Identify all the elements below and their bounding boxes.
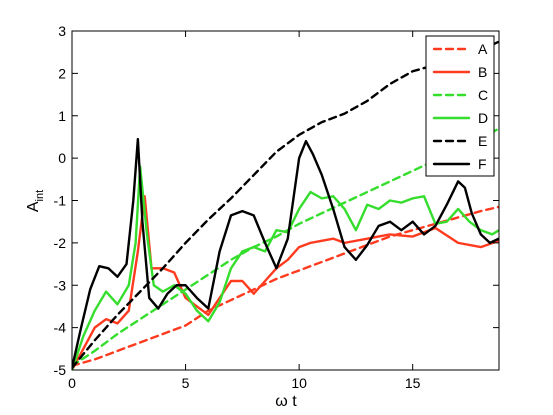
series-b-line	[72, 195, 499, 370]
x-axis-label: ω t	[275, 393, 297, 410]
x-tick-label: 15	[405, 375, 421, 391]
x-tick-label: 5	[182, 375, 190, 391]
y-axis-label: Aint	[25, 190, 46, 212]
legend-label-c: C	[478, 87, 488, 103]
plot-area: 0 5 10 15 -5 -4 -3 -2 -1 0 1 2 3	[54, 23, 500, 391]
legend-label-e: E	[478, 133, 487, 149]
series-f-line	[72, 137, 499, 370]
legend-label-a: A	[478, 41, 488, 57]
legend-box	[425, 35, 495, 177]
x-tick-label: 0	[68, 375, 76, 391]
axis-labels: ω t Aint	[25, 190, 297, 410]
svg-text:Aint: Aint	[25, 190, 46, 212]
y-tick-label: -4	[54, 320, 67, 336]
series-a-line	[72, 205, 499, 367]
y-tick-label: 1	[58, 108, 66, 124]
legend-label-d: D	[478, 110, 488, 126]
y-axis-label-main: A	[25, 201, 42, 212]
series-layer	[72, 40, 499, 370]
legend-label-f: F	[478, 156, 487, 172]
x-tick-label: 10	[291, 375, 307, 391]
legend-label-b: B	[478, 64, 487, 80]
series-d-line	[72, 165, 499, 370]
y-tick-label: -2	[54, 235, 67, 251]
series-e-line	[72, 40, 499, 370]
y-tick-label: -5	[54, 362, 67, 378]
y-tick-label: 0	[58, 150, 66, 166]
y-axis-label-sub: int	[34, 190, 46, 202]
y-tick-label: -1	[54, 193, 67, 209]
y-tick-label: 2	[58, 65, 66, 81]
y-tick-label: -3	[54, 277, 67, 293]
y-axis-ticks: -5 -4 -3 -2 -1 0 1 2 3	[54, 23, 499, 378]
x-axis-ticks: 0 5 10 15	[68, 31, 421, 391]
y-tick-label: 3	[58, 23, 66, 39]
